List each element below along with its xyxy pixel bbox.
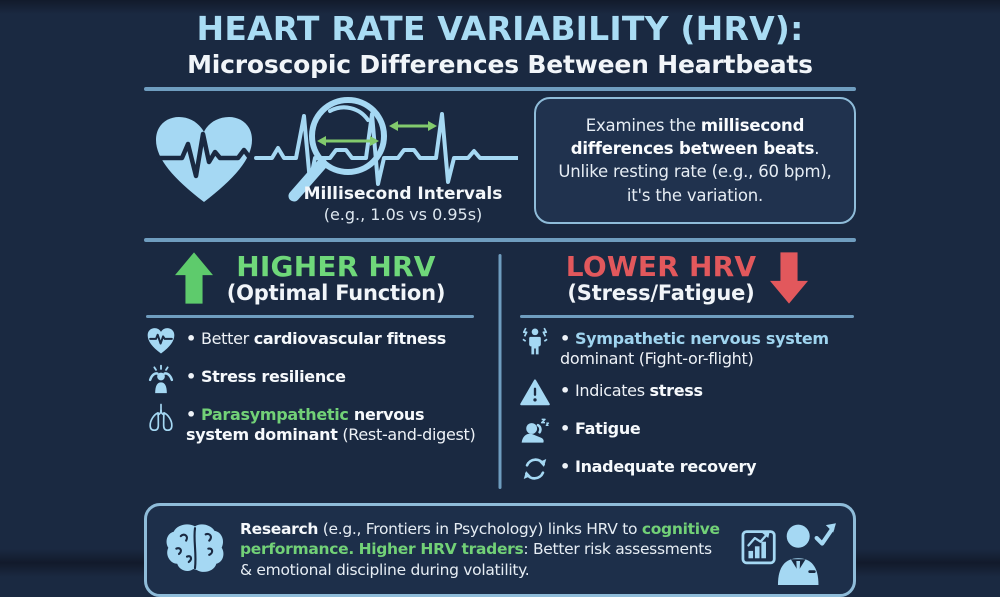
bullet-dot: • bbox=[186, 405, 196, 425]
research-text-green: cognitive performance. bbox=[240, 519, 720, 559]
definition-text-rest: . Unlike resting rate (e.g., 60 bpm), it… bbox=[558, 139, 832, 205]
caption-title: Millisecond Intervals bbox=[303, 184, 503, 205]
bullet-text-green: Parasympathetic bbox=[200, 405, 349, 425]
lungs-icon bbox=[144, 402, 178, 432]
research-text-plain: (e.g., Frontiers in Psychology) links HR… bbox=[318, 519, 642, 538]
header-divider bbox=[144, 87, 856, 92]
trader-chart-icon bbox=[741, 523, 836, 585]
lower-hrv-title: LOWER HRV bbox=[565, 249, 757, 283]
fatigue-icon bbox=[518, 416, 552, 446]
bullet-text: (Rest-and-digest) bbox=[337, 425, 476, 445]
bullet-text-bold: cardiovascular fitness bbox=[253, 329, 447, 349]
page-title: HEART RATE VARIABILITY (HRV): bbox=[196, 9, 804, 48]
heart-icon bbox=[155, 117, 263, 203]
bullet-dot: • bbox=[186, 329, 196, 349]
vertical-divider bbox=[498, 253, 502, 489]
definition-text: Examines the bbox=[585, 116, 701, 136]
recovery-cycle-icon bbox=[518, 454, 552, 484]
lower-hrv-list: • Sympathetic nervous system dominant (Fi… bbox=[518, 326, 856, 484]
caption-subtitle: (e.g., 1.0s vs 0.95s) bbox=[323, 204, 483, 224]
list-item: • Inadequate recovery bbox=[518, 457, 856, 484]
heart-pulse-icon bbox=[144, 326, 178, 356]
list-item: • Parasympathetic nervous system dominant… bbox=[144, 402, 476, 446]
up-arrow-icon bbox=[174, 252, 213, 304]
list-item: • Better cardiovascular fitness bbox=[144, 326, 476, 356]
list-item: • Sympathetic nervous system dominant (Fi… bbox=[518, 326, 856, 370]
check-arrow-icon bbox=[814, 523, 836, 546]
heart-ecg-icon bbox=[155, 97, 520, 203]
higher-hrv-list: • Better cardiovascular fitness • Stress r… bbox=[144, 326, 476, 446]
bullet-text-bold: Inadequate recovery bbox=[574, 456, 757, 476]
list-item: • Indicates stress bbox=[518, 378, 856, 408]
stress-resilience-icon bbox=[144, 364, 178, 394]
hero-caption: Millisecond Intervals (e.g., 1.0s vs 0.9… bbox=[296, 184, 510, 224]
lower-hrv-column: LOWER HRV (Stress/Fatigue) • Sympathetic … bbox=[500, 248, 856, 495]
bullet-dot: • bbox=[186, 367, 196, 387]
research-text-green: Higher HRV traders bbox=[358, 540, 524, 559]
infographic: HEART RATE VARIABILITY (HRV): Microscopi… bbox=[144, 0, 856, 597]
comparison-section: HIGHER HRV (Optimal Function) • Better ca… bbox=[144, 242, 856, 495]
research-text: Research (e.g., Frontiers in Psychology)… bbox=[240, 519, 728, 582]
section-divider bbox=[144, 237, 856, 242]
magnifier-icon bbox=[288, 97, 387, 202]
warning-icon bbox=[518, 378, 552, 408]
bullet-text-bold: stress bbox=[649, 380, 703, 400]
bullet-text: dominant (Fight-or-flight) bbox=[560, 349, 754, 369]
bullet-text-blue: Sympathetic nervous system bbox=[574, 329, 829, 349]
bullet-dot: • bbox=[560, 418, 570, 438]
higher-hrv-column: HIGHER HRV (Optimal Function) • Better ca… bbox=[144, 248, 500, 495]
list-item: • Stress resilience bbox=[144, 364, 476, 394]
bullet-text-bold: Fatigue bbox=[574, 418, 641, 438]
bullet-text: Indicates bbox=[574, 380, 650, 400]
higher-hrv-subtitle: (Optimal Function) bbox=[226, 280, 446, 305]
page-subtitle: Microscopic Differences Between Heartbea… bbox=[187, 50, 813, 80]
definition-box: Examines the millisecond differences bet… bbox=[534, 97, 856, 224]
brain-icon bbox=[166, 524, 224, 573]
down-arrow-icon bbox=[770, 252, 809, 304]
bullet-dot: • bbox=[560, 456, 570, 476]
ecg-line-icon bbox=[254, 112, 520, 187]
hero-graphic: Millisecond Intervals (e.g., 1.0s vs 0.9… bbox=[144, 96, 520, 224]
research-text-bold: Research bbox=[240, 519, 319, 538]
person-icon bbox=[777, 524, 819, 585]
higher-hrv-header: HIGHER HRV (Optimal Function) bbox=[144, 248, 476, 307]
intro-section: Millisecond Intervals (e.g., 1.0s vs 0.9… bbox=[144, 91, 856, 229]
bullet-text-bold: nervous system dominant bbox=[186, 405, 425, 445]
column-divider bbox=[520, 315, 854, 319]
bullet-dot: • bbox=[560, 329, 570, 349]
definition-text-bold: millisecond differences between beats bbox=[570, 116, 815, 159]
bullet-text: Better bbox=[200, 329, 254, 349]
lower-hrv-subtitle: (Stress/Fatigue) bbox=[567, 280, 755, 305]
interval-arrow-icon bbox=[317, 121, 437, 147]
bar-chart-icon bbox=[741, 530, 776, 565]
higher-hrv-title: HIGHER HRV bbox=[236, 249, 436, 283]
lower-hrv-header: LOWER HRV (Stress/Fatigue) bbox=[518, 248, 856, 307]
sympathetic-person-icon bbox=[518, 326, 552, 356]
list-item: • Fatigue bbox=[518, 416, 856, 446]
column-divider bbox=[146, 315, 474, 319]
research-box: Research (e.g., Frontiers in Psychology)… bbox=[144, 502, 856, 597]
bullet-dot: • bbox=[560, 380, 570, 400]
bullet-text-bold: Stress resilience bbox=[200, 367, 346, 387]
